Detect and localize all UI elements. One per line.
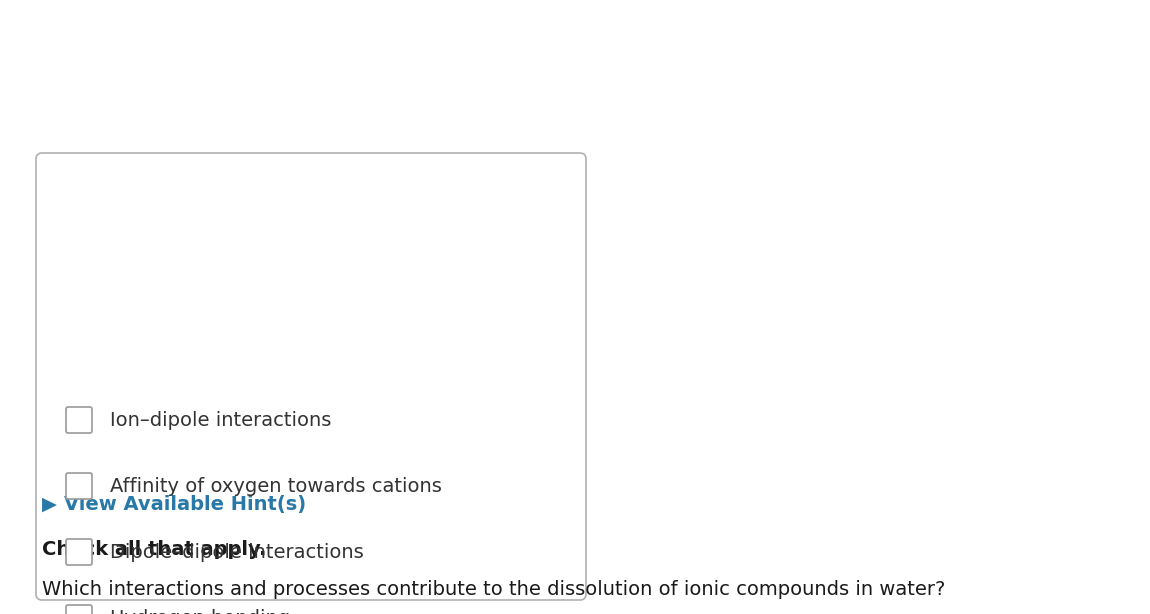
- FancyBboxPatch shape: [66, 407, 92, 433]
- Text: Dipole–dipole interactions: Dipole–dipole interactions: [110, 543, 363, 561]
- Text: Check all that apply.: Check all that apply.: [43, 540, 267, 559]
- FancyBboxPatch shape: [66, 605, 92, 614]
- Text: ▶: ▶: [43, 495, 58, 514]
- FancyBboxPatch shape: [66, 473, 92, 499]
- Text: View Available Hint(s): View Available Hint(s): [64, 495, 306, 514]
- FancyBboxPatch shape: [66, 539, 92, 565]
- Text: Which interactions and processes contribute to the dissolution of ionic compound: Which interactions and processes contrib…: [43, 580, 945, 599]
- Text: Ion–dipole interactions: Ion–dipole interactions: [110, 411, 331, 430]
- Text: Affinity of oxygen towards cations: Affinity of oxygen towards cations: [110, 476, 442, 495]
- Text: Hydrogen bonding: Hydrogen bonding: [110, 608, 290, 614]
- FancyBboxPatch shape: [36, 153, 586, 600]
